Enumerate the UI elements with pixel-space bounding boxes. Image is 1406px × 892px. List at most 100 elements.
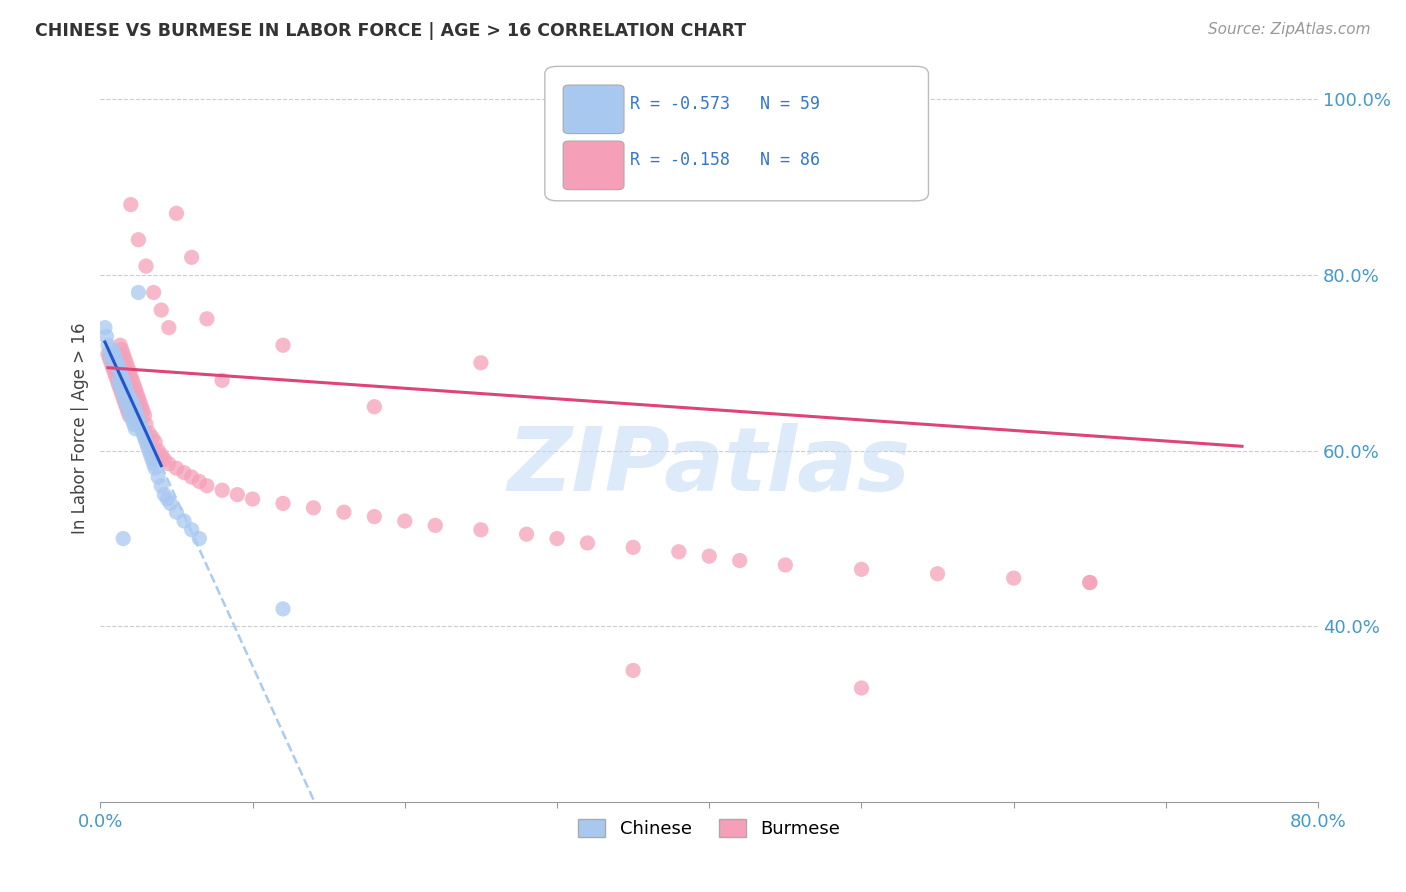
- Point: [1078, 575, 1101, 590]
- Point: [135, 417, 157, 432]
- Point: [105, 356, 128, 370]
- Point: [114, 351, 136, 366]
- Point: [115, 400, 138, 414]
- Point: [180, 470, 202, 484]
- Point: [150, 479, 173, 493]
- Y-axis label: In Labor Force | Age > 16: In Labor Force | Age > 16: [72, 323, 89, 534]
- Point: [180, 523, 202, 537]
- Point: [136, 439, 159, 453]
- Point: [195, 479, 218, 493]
- Text: ZIPatlas: ZIPatlas: [508, 423, 911, 509]
- Point: [100, 356, 122, 370]
- Point: [129, 417, 152, 432]
- Point: [1002, 571, 1025, 585]
- Legend: Chinese, Burmese: Chinese, Burmese: [571, 812, 848, 846]
- Point: [157, 457, 180, 471]
- Point: [118, 404, 141, 418]
- Point: [150, 303, 173, 318]
- Point: [104, 351, 127, 366]
- Point: [135, 434, 157, 449]
- Point: [1078, 575, 1101, 590]
- Point: [271, 496, 294, 510]
- Point: [143, 461, 166, 475]
- Point: [425, 518, 447, 533]
- Point: [621, 664, 644, 678]
- Point: [124, 422, 146, 436]
- Point: [125, 386, 148, 401]
- Point: [122, 400, 145, 414]
- Point: [188, 475, 211, 489]
- Point: [108, 377, 131, 392]
- Point: [112, 391, 135, 405]
- Point: [668, 545, 690, 559]
- Point: [188, 532, 211, 546]
- Point: [108, 382, 131, 396]
- Point: [127, 233, 149, 247]
- Point: [132, 404, 155, 418]
- Point: [139, 448, 162, 462]
- Point: [107, 373, 129, 387]
- Point: [211, 373, 233, 387]
- FancyBboxPatch shape: [564, 85, 624, 134]
- Point: [114, 391, 136, 405]
- Point: [108, 365, 131, 379]
- Point: [927, 566, 949, 581]
- Point: [121, 395, 143, 409]
- Point: [111, 343, 134, 357]
- Point: [226, 488, 249, 502]
- Text: CHINESE VS BURMESE IN LABOR FORCE | AGE > 16 CORRELATION CHART: CHINESE VS BURMESE IN LABOR FORCE | AGE …: [35, 22, 747, 40]
- Point: [118, 365, 141, 379]
- Point: [546, 532, 568, 546]
- Point: [107, 360, 129, 375]
- Point: [124, 382, 146, 396]
- Point: [117, 404, 139, 418]
- Point: [117, 400, 139, 414]
- Point: [153, 488, 176, 502]
- Point: [114, 395, 136, 409]
- Point: [117, 386, 139, 401]
- Point: [107, 377, 129, 392]
- Point: [132, 426, 155, 441]
- Point: [111, 386, 134, 401]
- Point: [121, 373, 143, 387]
- Point: [394, 514, 416, 528]
- Point: [122, 377, 145, 392]
- Point: [112, 347, 135, 361]
- Point: [101, 360, 124, 375]
- Point: [122, 417, 145, 432]
- Point: [112, 386, 135, 401]
- Point: [112, 373, 135, 387]
- Point: [120, 368, 142, 383]
- Point: [157, 320, 180, 334]
- Point: [118, 391, 141, 405]
- Point: [166, 461, 188, 475]
- Point: [363, 400, 385, 414]
- Point: [141, 430, 163, 444]
- Point: [111, 382, 134, 396]
- Point: [153, 452, 176, 467]
- Point: [150, 448, 173, 462]
- Text: R = -0.158   N = 86: R = -0.158 N = 86: [630, 151, 820, 169]
- Point: [120, 197, 142, 211]
- FancyBboxPatch shape: [564, 141, 624, 190]
- Text: Source: ZipAtlas.com: Source: ZipAtlas.com: [1208, 22, 1371, 37]
- Point: [138, 443, 160, 458]
- Text: R = -0.573   N = 59: R = -0.573 N = 59: [630, 95, 820, 112]
- Point: [104, 368, 127, 383]
- Point: [120, 392, 142, 407]
- Point: [851, 681, 873, 695]
- Point: [100, 351, 122, 366]
- Point: [114, 377, 136, 392]
- Point: [728, 553, 751, 567]
- Point: [111, 368, 134, 383]
- Point: [97, 347, 120, 361]
- Point: [129, 395, 152, 409]
- Point: [180, 250, 202, 264]
- Point: [96, 329, 118, 343]
- Point: [333, 505, 356, 519]
- Point: [115, 356, 138, 370]
- Point: [98, 347, 121, 361]
- Point: [117, 360, 139, 375]
- Point: [104, 356, 127, 370]
- Point: [470, 356, 492, 370]
